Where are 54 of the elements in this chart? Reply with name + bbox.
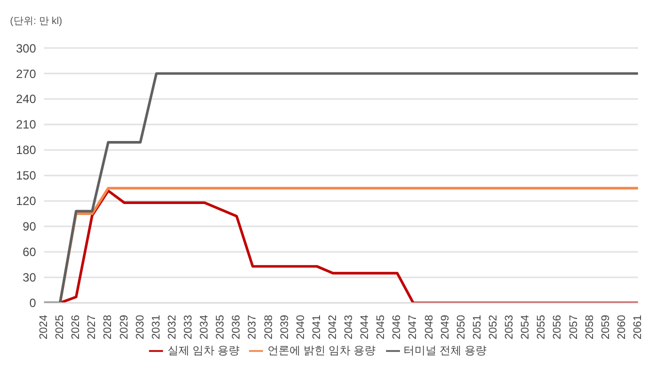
y-tick-label: 180	[16, 143, 36, 158]
x-tick-label: 2056	[552, 314, 564, 340]
x-tick-label: 2052	[488, 314, 500, 340]
legend-label: 실제 임차 용량	[167, 344, 240, 357]
y-tick-label: 120	[16, 194, 36, 208]
x-tick-label: 2059	[600, 314, 612, 340]
legend-label: 터미널 전체 용량	[404, 344, 487, 357]
x-tick-label: 2024	[38, 314, 50, 340]
x-tick-label: 2028	[102, 314, 114, 340]
y-axis-title: (단위: 만 kl)	[10, 15, 62, 28]
x-tick-label: 2033	[182, 314, 194, 340]
x-tick-label: 2058	[584, 314, 596, 340]
y-tick-label: 240	[16, 92, 36, 106]
x-tick-label: 2025	[54, 314, 66, 340]
x-tick-label: 2061	[632, 314, 644, 340]
x-tick-label: 2040	[294, 314, 307, 340]
y-tick-label: 0	[29, 296, 36, 310]
x-tick-label: 2044	[359, 314, 372, 340]
x-tick-label: 2051	[471, 314, 484, 340]
x-tick-label: 2054	[520, 314, 532, 340]
x-tick-label: 2027	[86, 314, 98, 340]
x-tick-label: 2041	[310, 314, 323, 340]
x-tick-label: 2031	[150, 314, 162, 340]
x-tick-label: 2037	[246, 314, 259, 340]
x-tick-label: 2060	[616, 314, 628, 340]
x-tick-label: 2030	[134, 314, 146, 340]
x-tick-label: 2048	[423, 314, 436, 340]
x-tick-label: 2034	[198, 314, 211, 340]
x-tick-label: 2049	[439, 314, 452, 340]
y-tick-label: 150	[16, 168, 36, 183]
x-tick-label: 2032	[166, 314, 178, 340]
x-tick-label: 2038	[262, 314, 275, 340]
y-tick-label: 300	[16, 41, 36, 56]
x-tick-label: 2046	[391, 314, 404, 340]
x-tick-label: 2057	[568, 314, 580, 340]
x-tick-label: 2042	[326, 314, 339, 340]
x-tick-label: 2055	[536, 314, 548, 340]
x-tick-label: 2039	[278, 314, 291, 340]
y-tick-label: 30	[22, 270, 36, 285]
legend-label: 언론에 밝힌 임차 용량	[267, 344, 376, 357]
x-tick-label: 2036	[230, 314, 243, 340]
y-tick-label: 90	[22, 220, 36, 234]
x-tick-label: 2029	[118, 314, 130, 340]
x-tick-label: 2026	[70, 314, 82, 340]
x-tick-label: 2043	[343, 314, 356, 340]
x-tick-label: 2053	[504, 314, 516, 340]
y-tick-label: 210	[16, 118, 36, 132]
x-tick-label: 2045	[375, 314, 388, 340]
line-series	[42, 72, 640, 303]
y-tick-label: 270	[16, 66, 36, 81]
x-tick-label: 2035	[214, 314, 227, 340]
x-tick-label: 2047	[407, 314, 420, 340]
x-tick-label: 2050	[455, 314, 468, 340]
y-tick-label: 60	[22, 245, 36, 260]
